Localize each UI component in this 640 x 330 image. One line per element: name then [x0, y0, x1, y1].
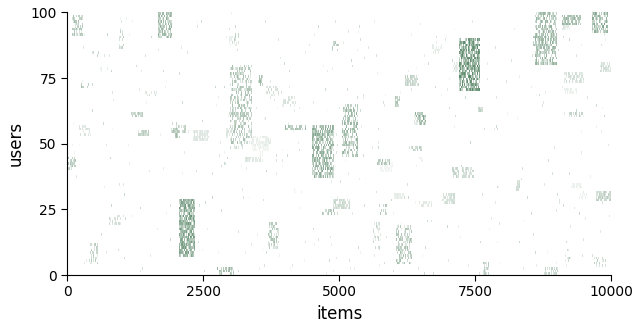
- X-axis label: items: items: [316, 305, 362, 323]
- Y-axis label: users: users: [7, 121, 25, 166]
